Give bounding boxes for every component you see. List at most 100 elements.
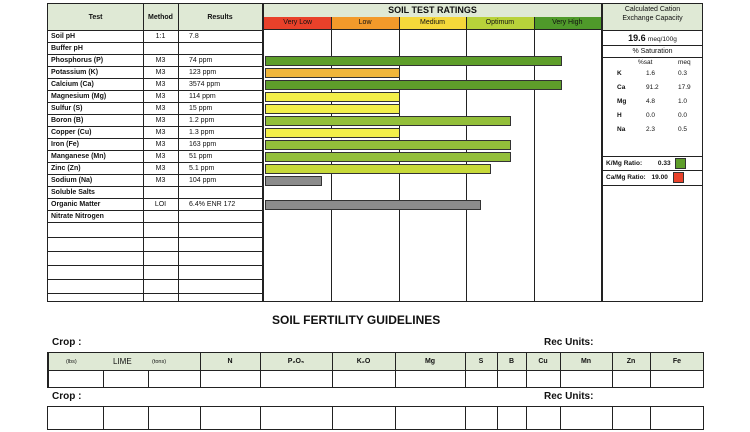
row-test-name: Soil pH <box>51 33 76 40</box>
fertility-divider <box>103 370 104 388</box>
rating-category: Very Low <box>264 17 332 29</box>
row-method: M3 <box>155 69 166 76</box>
cec-divider <box>603 57 702 58</box>
cec-sat: 1.6 <box>646 70 656 77</box>
fertility-column-header: S <box>478 358 484 365</box>
row-test-name: Copper (Cu) <box>51 129 92 136</box>
rating-bar <box>265 116 511 126</box>
fertility-divider <box>650 406 651 430</box>
ratings-title-bar <box>264 4 601 17</box>
row-divider <box>48 293 262 294</box>
fertility-divider <box>395 406 396 430</box>
row-result: 5.1 ppm <box>189 165 215 172</box>
tons-label: (tons) <box>152 359 167 365</box>
header-test: Test <box>88 14 103 21</box>
rating-bar <box>265 92 400 102</box>
fertility-divider <box>497 353 498 388</box>
crop-label-2: Crop : <box>52 391 82 402</box>
rating-bar <box>265 56 562 66</box>
row-divider <box>48 78 262 79</box>
row-test-name: Soluble Salts <box>51 189 95 196</box>
fertility-divider <box>465 353 466 388</box>
row-test-name: Calcium (Ca) <box>51 81 94 88</box>
row-method: M3 <box>155 153 166 160</box>
col-sat-header: %sat <box>638 59 653 66</box>
fertility-column-header: K₂O <box>356 358 371 365</box>
fertility-divider <box>260 353 261 388</box>
cec-value: 19.6 <box>628 33 646 43</box>
fertility-column-header: N <box>227 358 233 365</box>
row-divider <box>48 90 262 91</box>
rating-bar <box>265 152 511 162</box>
rating-category: Low <box>331 17 399 29</box>
fertility-divider <box>148 406 149 430</box>
cec-meq: 0.5 <box>678 126 688 133</box>
fertility-table-2 <box>47 406 704 430</box>
row-result: 1.3 ppm <box>189 129 215 136</box>
row-divider <box>48 138 262 139</box>
row-result: 74 ppm <box>189 57 213 64</box>
cm-ratio-label: Ca/Mg Ratio: <box>606 174 646 182</box>
row-method: M3 <box>155 81 166 88</box>
cec-unit: meq/100g <box>647 36 677 43</box>
row-test-name: Manganese (Mn) <box>51 153 106 160</box>
row-method: LOI <box>154 201 167 208</box>
row-test-name: Nitrate Nitrogen <box>51 213 104 220</box>
cec-title-line2: Exchange Capacity <box>622 15 683 22</box>
row-test-name: Phosphorus (P) <box>51 57 104 64</box>
cec-meq: 17.9 <box>678 84 691 91</box>
row-divider <box>48 279 262 280</box>
cec-sat: 0.0 <box>646 112 656 119</box>
row-divider <box>48 162 262 163</box>
row-divider <box>48 150 262 151</box>
fertility-divider <box>497 406 498 430</box>
km-ratio: K/Mg Ratio: 0.33 <box>606 158 687 169</box>
fertility-column-header: Cu <box>538 358 548 365</box>
row-divider <box>48 210 262 211</box>
row-result: 51 ppm <box>189 153 213 160</box>
cec-element: Ca <box>617 84 626 91</box>
row-test-name: Potassium (K) <box>51 69 99 76</box>
table-divider <box>48 30 262 31</box>
cec-meq: 0.0 <box>678 112 688 119</box>
cec-divider <box>603 45 702 46</box>
saturation-label: % Saturation <box>632 48 673 55</box>
fertility-divider <box>465 406 466 430</box>
rating-bar <box>265 140 511 150</box>
cec-title-line1: Calculated Cation <box>624 6 681 13</box>
cec-sat: 4.8 <box>646 98 656 105</box>
row-divider <box>48 237 262 238</box>
row-method: M3 <box>155 57 166 64</box>
row-test-name: Boron (B) <box>51 117 84 124</box>
col-meq-header: meq <box>678 59 691 66</box>
row-result: 163 ppm <box>189 141 217 148</box>
fertility-column-header: P₂O₅ <box>287 358 305 365</box>
row-method: M3 <box>155 177 166 184</box>
km-ratio-label: K/Mg Ratio: <box>606 160 643 168</box>
fertility-divider <box>48 370 703 371</box>
cec-element: Na <box>617 126 626 133</box>
rating-bar <box>265 200 481 210</box>
rec-units-label-1: Rec Units: <box>544 337 594 348</box>
cec-meq: 0.3 <box>678 70 688 77</box>
row-divider <box>48 186 262 187</box>
cec-divider <box>603 156 702 157</box>
rating-category: Optimum <box>466 17 534 29</box>
fertility-column-header: Mg <box>424 358 436 365</box>
row-divider <box>48 198 262 199</box>
cec-sat: 91.2 <box>646 84 659 91</box>
cec-divider <box>603 30 702 31</box>
fertility-divider <box>103 406 104 430</box>
row-method: M3 <box>155 165 166 172</box>
row-result: 3574 ppm <box>189 81 221 88</box>
fertility-column-header: Fe <box>672 358 682 365</box>
row-divider <box>48 102 262 103</box>
cec-sat: 2.3 <box>646 126 656 133</box>
row-divider <box>48 66 262 67</box>
row-method: M3 <box>155 93 166 100</box>
lbs-label: (lbs) <box>66 359 77 365</box>
row-divider <box>48 265 262 266</box>
row-method: M3 <box>155 105 166 112</box>
fertility-divider <box>526 353 527 388</box>
row-method: 1:1 <box>155 33 166 40</box>
